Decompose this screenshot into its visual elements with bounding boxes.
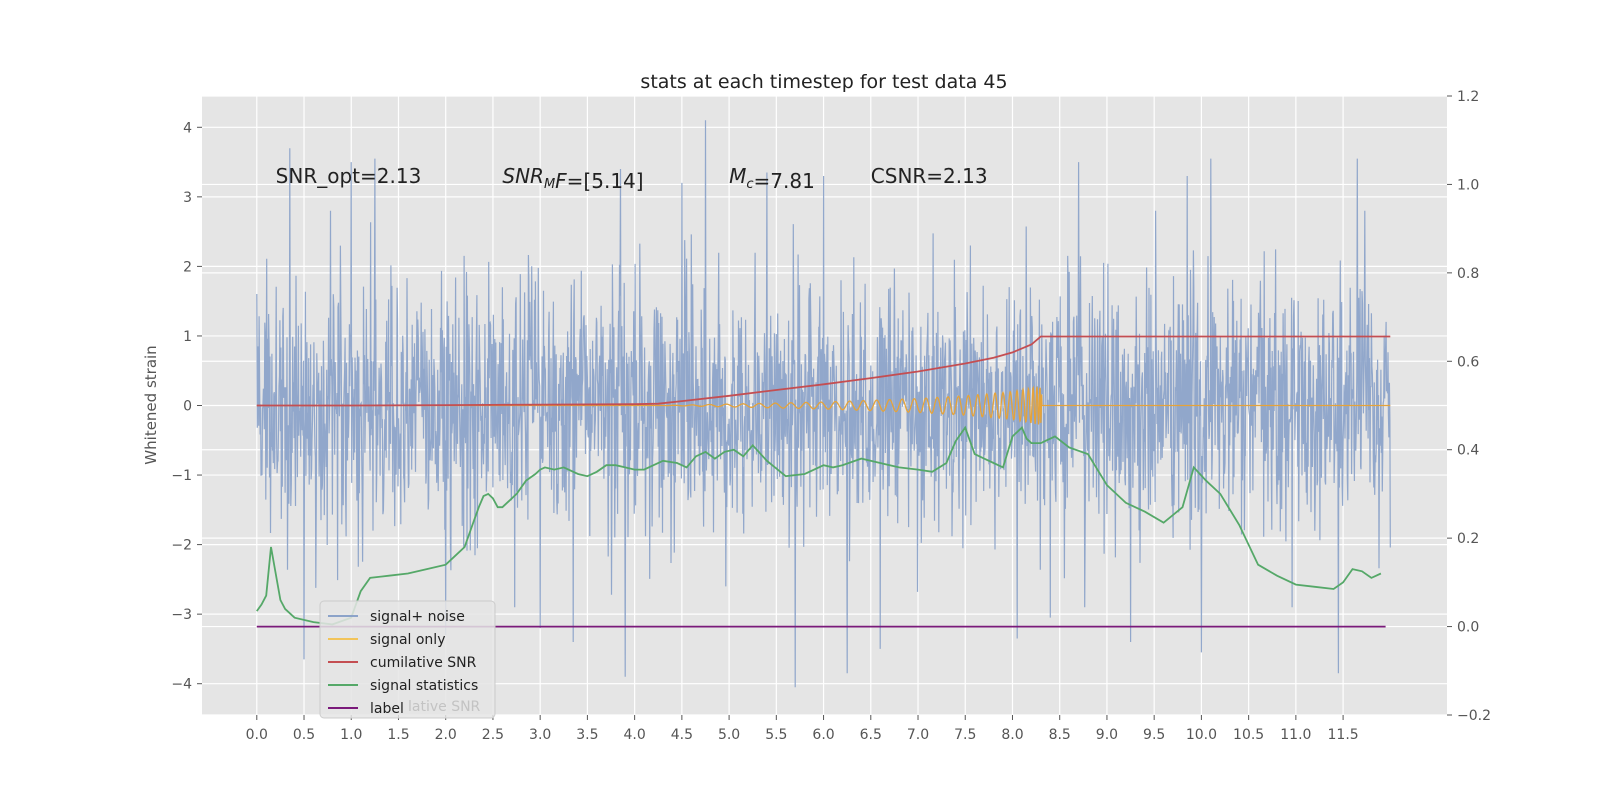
- x-tick-label: 0.5: [293, 727, 315, 743]
- x-tick-label: 4.5: [671, 727, 693, 743]
- x-tick-label: 7.5: [954, 727, 976, 743]
- x-tick-label: 11.0: [1280, 727, 1311, 743]
- y-tick-label: −3: [171, 607, 192, 623]
- annotation: Mc=7.81: [729, 164, 815, 193]
- x-tick-label: 9.0: [1096, 727, 1118, 743]
- x-tick-label: 11.5: [1328, 727, 1359, 743]
- x-tick-label: 8.5: [1049, 727, 1071, 743]
- y-tick-label: 2: [183, 259, 192, 275]
- x-tick-label: 5.0: [718, 727, 740, 743]
- x-tick-label: 3.0: [529, 727, 551, 743]
- y2-tick-label: 0.2: [1457, 531, 1479, 547]
- series-signal-statistics: [256, 425, 1382, 626]
- x-tick-label: 9.5: [1143, 727, 1165, 743]
- legend-ghost-text: lative SNR: [408, 699, 481, 715]
- chart-title: stats at each timestep for test data 45: [640, 71, 1007, 93]
- y2-tick-label: 1.2: [1457, 89, 1479, 105]
- y-tick-label: 0: [183, 399, 192, 415]
- x-tick-label: 5.5: [765, 727, 787, 743]
- legend-label: cumilative SNR: [370, 655, 477, 671]
- legend-label: signal only: [370, 632, 445, 648]
- axes: 0.0 0.5 1.0 1.5 2.0 2.5 3.0 3.5 4.0 4.5 5.0 5.5 6.0 6…: [171, 89, 1491, 743]
- y2-tick-label: −0.2: [1457, 708, 1491, 724]
- x-tick-label: 3.5: [576, 727, 598, 743]
- legend-label: label: [370, 701, 404, 717]
- y2-tick-label: 0.6: [1457, 354, 1479, 370]
- legend: lative SNR signal+ noise signal only cumila…: [319, 600, 496, 719]
- x-tick-label: 4.0: [623, 727, 645, 743]
- legend-label: signal+ noise: [370, 609, 465, 625]
- x-tick-label: 2.0: [435, 727, 457, 743]
- y-tick-label: −1: [171, 468, 192, 484]
- y2-tick-label: 0.4: [1457, 443, 1479, 459]
- annotations: SNR_opt=2.13 SNRMF=[5.14] Mc=7.81 CSNR=2.13: [276, 164, 988, 193]
- x-tick-label: 1.0: [340, 727, 362, 743]
- y-tick-label: 3: [183, 190, 192, 206]
- y2-tick-label: 1.0: [1457, 177, 1479, 193]
- annotation: SNR_opt=2.13: [276, 164, 422, 188]
- legend-label: signal statistics: [370, 678, 478, 694]
- series-cumilative-snr: [256, 335, 1391, 407]
- x-tick-label: 8.0: [1001, 727, 1023, 743]
- y-tick-label: 4: [183, 120, 192, 136]
- x-tick-label: 1.5: [387, 727, 409, 743]
- legend-box: [319, 600, 496, 719]
- x-tick-label: 6.0: [812, 727, 834, 743]
- x-tick-label: 6.5: [860, 727, 882, 743]
- y2-tick-label: 0.0: [1457, 620, 1479, 636]
- x-tick-label: 10.5: [1233, 727, 1264, 743]
- annotation: CSNR=2.13: [871, 164, 988, 188]
- y-tick-label: −2: [171, 538, 192, 554]
- y-axis-label: Whitened strain: [142, 345, 160, 464]
- y2-tick-label: 0.8: [1457, 266, 1479, 282]
- x-tick-label: 10.0: [1186, 727, 1217, 743]
- annotation: SNRMF=[5.14]: [502, 164, 643, 193]
- x-tick-label: 2.5: [482, 727, 504, 743]
- x-tick-label: 7.0: [907, 727, 929, 743]
- y-tick-label: 1: [183, 329, 192, 345]
- y-tick-label: −4: [171, 677, 192, 693]
- x-tick-label: 0.0: [246, 727, 268, 743]
